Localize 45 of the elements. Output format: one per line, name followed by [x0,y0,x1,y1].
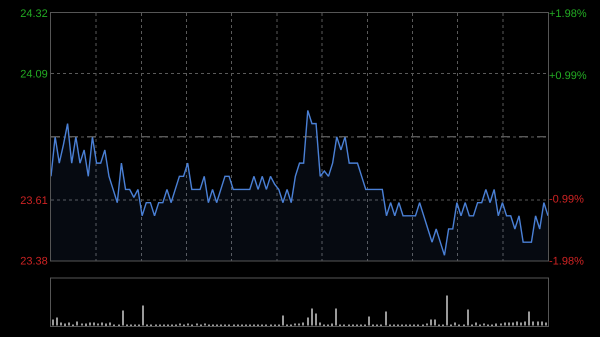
bar [315,314,317,326]
bar [385,312,387,326]
bar [311,308,313,326]
bar [516,322,518,326]
bar [101,322,103,326]
bar [454,322,456,326]
bar [504,322,506,326]
bar [520,322,522,326]
y2-tick-label: -1.98% [549,255,584,268]
bar [508,322,510,326]
bar [68,322,70,326]
bar [434,320,436,326]
bar [524,322,526,326]
bar [467,310,469,326]
bar [512,322,514,326]
y-tick-label: 24.32 [20,8,48,20]
bar [142,306,144,326]
y-tick-label: 23.38 [20,255,48,268]
bar [93,322,95,326]
bar [302,322,304,326]
bar [56,318,58,326]
bar [545,322,547,326]
bar [52,320,54,326]
bar [76,322,78,326]
bar [541,322,543,326]
y2-tick-label: +0.99% [549,70,587,82]
y2-tick-label: +1.98% [549,8,587,20]
bar [282,316,284,326]
bar [537,322,539,326]
y-tick-label: 24.09 [20,68,48,80]
bar [122,310,124,326]
bar [528,312,530,326]
bar [446,296,448,326]
bar [368,316,370,326]
bar [475,322,477,326]
bar [430,320,432,326]
bar [89,322,91,326]
y-tick-label: 23.61 [20,194,48,207]
bar [307,318,309,326]
bar [532,322,534,326]
y2-tick-label: -0.99% [549,194,584,206]
bar [60,322,62,326]
bar [319,322,321,326]
bar [109,322,111,326]
bar [335,308,337,326]
